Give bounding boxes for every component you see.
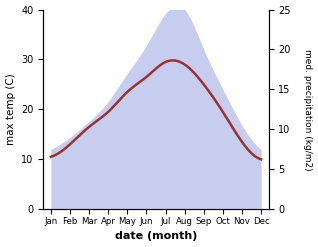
Y-axis label: max temp (C): max temp (C)	[5, 74, 16, 145]
X-axis label: date (month): date (month)	[115, 231, 197, 242]
Y-axis label: med. precipitation (kg/m2): med. precipitation (kg/m2)	[303, 49, 313, 170]
